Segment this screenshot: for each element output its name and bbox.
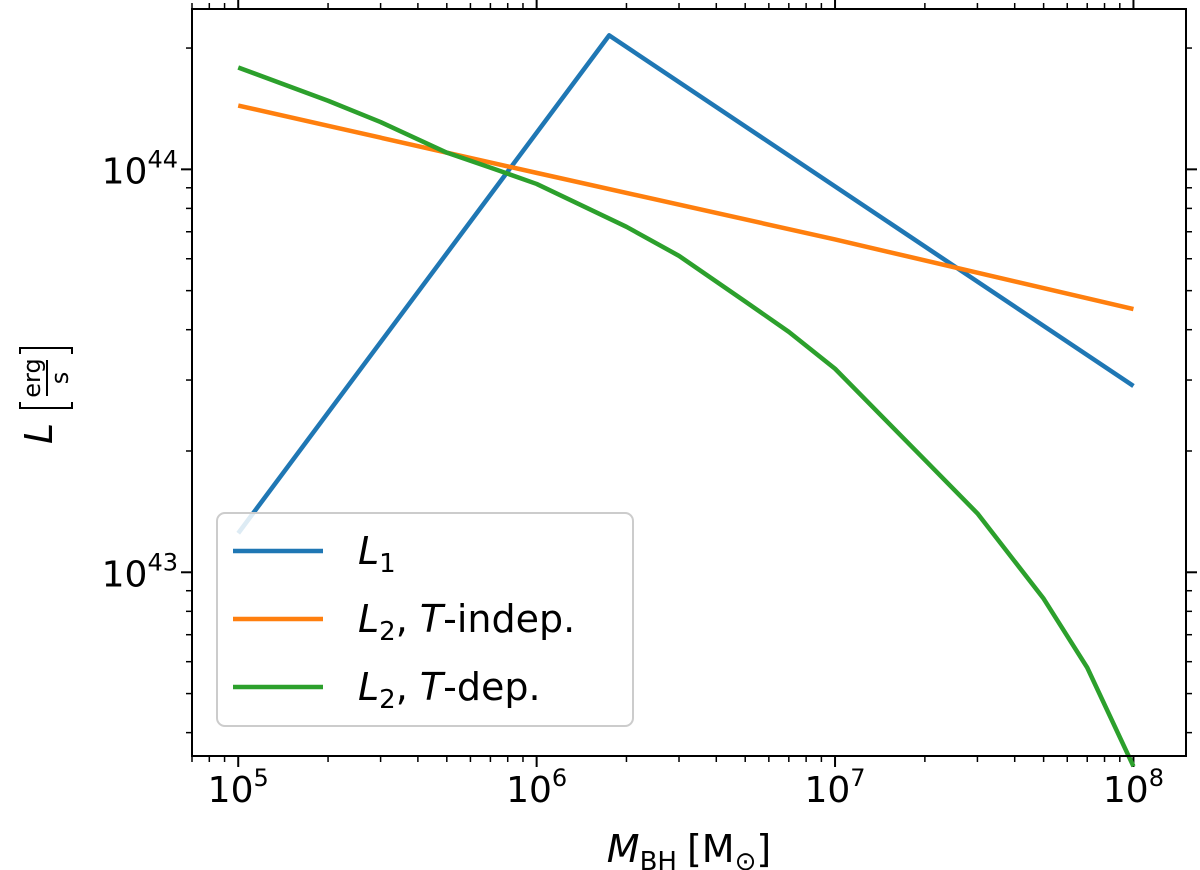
y-tick-label: 1043 — [102, 548, 178, 595]
series-line-2 — [237, 103, 1134, 312]
y-unit-numerator: erg — [18, 358, 46, 397]
y-axis-symbol: L — [17, 423, 61, 444]
x-tick-label: 106 — [506, 764, 567, 811]
x-axis-symbol: M — [607, 827, 640, 870]
legend-label-2: L2, T-indep. — [358, 597, 575, 647]
y-unit-denominator: s — [46, 372, 74, 385]
legend-box — [216, 512, 634, 727]
y-axis-label: L erg s — [17, 347, 74, 444]
x-axis-unit-subscript: ⊙ — [735, 847, 757, 870]
y-tick-label: 1044 — [102, 145, 178, 192]
y-unit-left-bracket — [19, 402, 73, 409]
y-unit-right-bracket — [19, 347, 73, 354]
legend: L1 L2, T-indep. L2, T-dep. — [216, 512, 634, 727]
series-line-3 — [237, 65, 1136, 768]
x-tick-label: 107 — [804, 764, 865, 811]
x-tick-label: 105 — [208, 764, 269, 811]
x-tick-label: 108 — [1103, 764, 1164, 811]
x-axis-subscript: BH — [640, 847, 677, 870]
ticks-layer: 105 106 107 108 1043 1044 — [102, 0, 1197, 811]
series-layer — [236, 33, 1136, 768]
x-axis-unit: [M — [687, 827, 735, 870]
x-axis-label: MBH [M⊙] — [607, 827, 771, 870]
legend-label-1: L1 — [358, 529, 396, 579]
plot-frame — [191, 8, 1187, 757]
legend-label-3: L2, T-dep. — [358, 665, 541, 715]
x-axis-unit-close: ] — [756, 827, 771, 870]
